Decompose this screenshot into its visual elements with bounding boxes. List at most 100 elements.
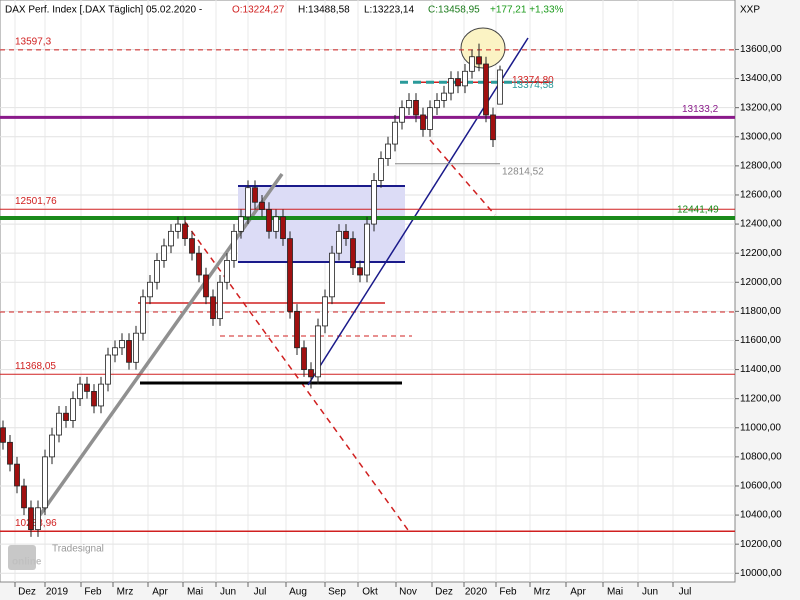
candle-body — [301, 347, 307, 370]
candle-body — [483, 63, 489, 116]
candle-body — [252, 187, 258, 203]
x-tick-label: Mrz — [117, 587, 134, 598]
candle-body — [420, 114, 426, 130]
y-tick-label: 11600,00 — [740, 335, 781, 346]
candle-body — [329, 252, 335, 298]
level-label: 13374,80 — [512, 75, 554, 86]
x-tick-label: Apr — [570, 587, 586, 598]
x-tick-label: Sep — [328, 587, 346, 598]
candle-body — [224, 260, 230, 283]
header-close: C:13458,95 — [428, 5, 480, 16]
candle-body — [427, 107, 433, 130]
candle-body — [35, 507, 41, 531]
candle-body — [175, 223, 181, 232]
header-change: +177,21 +1,33% — [490, 5, 564, 16]
candle-body — [210, 296, 216, 320]
range-box — [238, 186, 405, 262]
candle-body — [413, 99, 419, 116]
y-tick-label: 12800,00 — [740, 161, 782, 172]
y-tick-label: 10000,00 — [740, 568, 782, 579]
highlight-circle — [460, 27, 506, 69]
candle-body — [308, 369, 314, 378]
candle-body — [315, 325, 321, 378]
candle-body — [259, 201, 265, 210]
candle-body — [343, 230, 349, 240]
candle-body — [91, 390, 97, 407]
candle-body — [168, 230, 174, 247]
candle-body — [497, 69, 503, 105]
candle-body — [84, 383, 90, 392]
candle-body — [448, 78, 454, 94]
candle-body — [455, 78, 461, 87]
candle-body — [189, 238, 195, 254]
candle-body — [7, 441, 13, 465]
candle-body — [147, 281, 153, 298]
y-tick-label: 13000,00 — [740, 131, 782, 142]
x-tick-label: Jun — [220, 587, 236, 598]
candle-body — [378, 158, 384, 181]
candle-body — [357, 267, 363, 276]
candle-body — [266, 209, 272, 232]
candle-body — [49, 434, 55, 458]
candle-body — [196, 252, 202, 276]
y-tick-label: 13400,00 — [740, 73, 782, 84]
candle-body — [217, 281, 223, 320]
candle-body — [154, 260, 160, 283]
level-label: 12814,52 — [502, 166, 544, 177]
x-tick-label: Apr — [152, 587, 168, 598]
y-tick-label: 13600,00 — [740, 44, 782, 55]
y-tick-label: 12000,00 — [740, 277, 782, 288]
candle-body — [238, 216, 244, 232]
x-tick-label: Dez — [18, 587, 36, 598]
x-tick-label: Feb — [499, 587, 517, 598]
level-label: 12441,49 — [677, 205, 719, 216]
header-low: L:13223,14 — [364, 5, 414, 16]
down-trend — [184, 221, 409, 531]
candle-body — [322, 296, 328, 327]
y-tick-label: 11000,00 — [740, 422, 781, 433]
candle-body — [490, 114, 496, 141]
candle-body — [203, 274, 209, 298]
x-tick-label: Dez — [435, 587, 453, 598]
candle-body — [140, 296, 146, 334]
candle-body — [42, 456, 48, 509]
candle-body — [364, 223, 370, 276]
candle-body — [21, 485, 27, 509]
candle-body — [371, 180, 377, 225]
y-tick-label: 10400,00 — [740, 510, 782, 521]
x-tick-label: Jun — [642, 587, 658, 598]
x-tick-label: 2020 — [465, 587, 488, 598]
candle-body — [434, 99, 440, 109]
candle-body — [119, 340, 125, 349]
candle-body — [469, 56, 475, 72]
candle-body — [441, 92, 447, 101]
logo-box — [8, 545, 36, 570]
y-tick-label: 10200,00 — [740, 539, 782, 550]
candle-body — [476, 56, 482, 65]
level-label: 13374,58 — [512, 80, 554, 91]
candle-body — [70, 398, 76, 421]
candle-body — [273, 216, 279, 232]
y-tick-label: 11400,00 — [740, 364, 781, 375]
y-tick-label: 12200,00 — [740, 248, 782, 259]
candle-body — [161, 245, 167, 261]
up-trend — [307, 37, 529, 386]
candle-body — [350, 238, 356, 269]
candle-body — [28, 507, 34, 531]
candle-body — [126, 340, 132, 363]
candle-body — [63, 412, 69, 421]
x-tick-label: Jul — [254, 587, 267, 598]
candle-body — [399, 107, 405, 123]
x-tick-label: Jul — [679, 587, 692, 598]
candle-body — [287, 238, 293, 312]
header-high: H:13488,58 — [298, 5, 350, 16]
candle-body — [392, 121, 398, 145]
candle-body — [245, 187, 251, 218]
down-trend — [429, 139, 496, 216]
header-open: O:13224,27 — [232, 5, 285, 16]
candle-body — [336, 230, 342, 254]
logo-word: online — [12, 557, 42, 568]
candle-body — [98, 383, 104, 407]
candle-body — [182, 223, 188, 240]
